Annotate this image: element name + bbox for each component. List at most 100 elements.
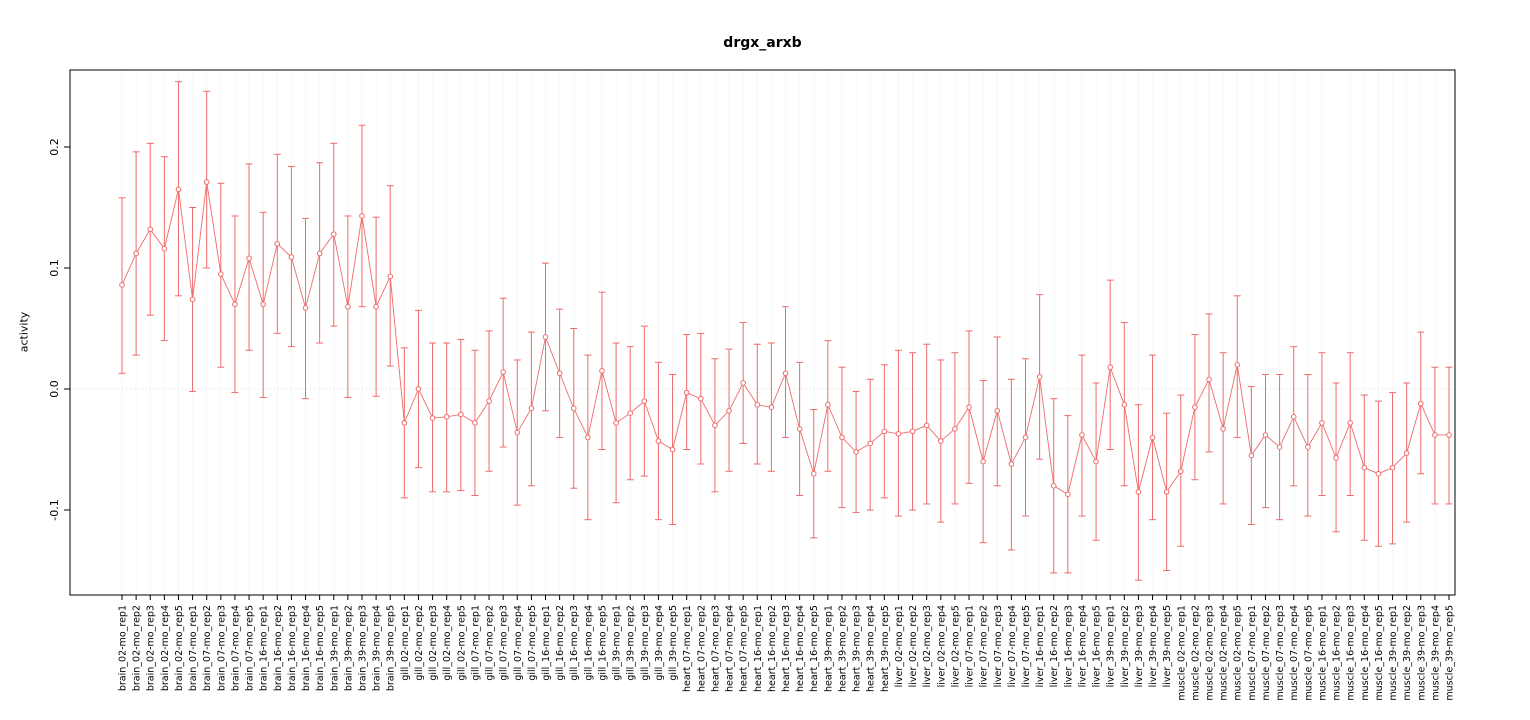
x-tick-label: muscle_39-mo_rep5 (1445, 605, 1456, 701)
data-point (726, 407, 732, 414)
x-tick-label: muscle_02-mo_rep3 (1205, 605, 1216, 701)
data-point (1347, 420, 1353, 426)
x-tick-label: brain_16-mo_rep1 (259, 605, 270, 691)
data-point (175, 186, 182, 193)
x-tick-label: brain_16-mo_rep5 (315, 605, 326, 691)
x-tick-label: heart_16-mo_rep3 (781, 605, 792, 692)
data-point (458, 411, 464, 418)
x-tick-label: brain_07-mo_rep2 (202, 605, 213, 691)
x-tick-label: gill_39-mo_rep2 (626, 605, 637, 681)
x-tick-label: heart_39-mo_rep1 (823, 605, 834, 692)
data-point (1432, 432, 1438, 438)
x-tick-label: muscle_07-mo_rep1 (1247, 605, 1258, 701)
x-tick-label: muscle_07-mo_rep5 (1303, 605, 1314, 701)
data-point (740, 380, 746, 386)
data-point (782, 370, 789, 377)
data-point (599, 368, 605, 374)
x-tick-label: brain_07-mo_rep1 (188, 605, 199, 691)
x-tick-label: gill_02-mo_rep2 (414, 605, 425, 681)
x-tick-label: liver_02-mo_rep5 (950, 605, 961, 687)
x-tick-label: gill_07-mo_rep3 (499, 605, 510, 681)
data-point (1022, 434, 1029, 441)
data-point (189, 296, 196, 303)
x-tick-label: muscle_39-mo_rep1 (1388, 605, 1399, 701)
x-tick-label: liver_07-mo_rep2 (979, 605, 990, 687)
data-point (1036, 374, 1043, 380)
y-tick-label: 0.1 (48, 259, 61, 277)
data-point (260, 301, 266, 308)
data-point (1319, 420, 1325, 426)
data-point (881, 428, 888, 435)
data-point (443, 414, 450, 420)
x-tick-label: heart_39-mo_rep5 (880, 605, 891, 692)
data-point (133, 250, 139, 257)
data-point (952, 426, 958, 432)
data-point (218, 271, 224, 277)
data-point (1305, 444, 1311, 450)
y-tick-label: 0.0 (48, 380, 61, 398)
x-tick-label: muscle_02-mo_rep5 (1233, 605, 1244, 701)
x-tick-label: heart_39-mo_rep4 (866, 605, 877, 692)
data-point (1220, 426, 1226, 432)
data-point (514, 429, 521, 436)
data-point (1135, 489, 1142, 495)
data-point (641, 398, 648, 404)
data-point (1192, 404, 1198, 410)
x-tick-label: gill_16-mo_rep4 (583, 605, 594, 681)
data-point (1290, 414, 1297, 420)
data-point (387, 273, 394, 280)
x-tick-label: gill_07-mo_rep1 (470, 605, 481, 681)
data-point (1206, 376, 1212, 383)
data-point (556, 370, 563, 377)
data-point (1333, 455, 1339, 461)
data-point (796, 426, 803, 432)
data-point (937, 438, 944, 444)
x-tick-label: muscle_02-mo_rep1 (1176, 605, 1187, 701)
data-point (1163, 489, 1170, 495)
y-tick-label: 0.2 (48, 138, 61, 156)
x-tick-label: liver_39-mo_rep5 (1162, 605, 1173, 687)
x-tick-label: gill_02-mo_rep3 (428, 605, 439, 681)
x-tick-label: muscle_16-mo_rep4 (1360, 605, 1371, 701)
x-tick-label: gill_07-mo_rep2 (485, 605, 496, 681)
chart-title: drgx_arxb (723, 35, 802, 51)
x-tick-label: gill_16-mo_rep3 (569, 605, 580, 681)
data-point (288, 254, 295, 260)
x-tick-label: gill_16-mo_rep1 (541, 605, 552, 681)
x-tick-label: liver_16-mo_rep1 (1035, 605, 1046, 687)
data-point (1079, 432, 1085, 438)
data-point (1050, 483, 1057, 489)
data-point (1375, 470, 1382, 477)
data-point (1177, 468, 1184, 475)
x-tick-label: brain_02-mo_rep4 (160, 605, 171, 691)
data-point (161, 245, 168, 252)
x-tick-label: gill_39-mo_rep5 (668, 605, 679, 681)
data-point (810, 470, 817, 477)
data-point (825, 401, 831, 408)
x-tick-label: muscle_16-mo_rep5 (1374, 605, 1385, 701)
x-tick-label: liver_39-mo_rep4 (1148, 605, 1159, 687)
x-tick-label: brain_02-mo_rep1 (118, 605, 129, 691)
data-point (839, 434, 845, 441)
x-tick-label: muscle_39-mo_rep3 (1416, 605, 1427, 701)
data-point (1121, 401, 1128, 408)
x-tick-label: gill_39-mo_rep3 (640, 605, 651, 681)
x-tick-label: brain_39-mo_rep3 (357, 605, 368, 691)
data-point (655, 438, 662, 444)
x-tick-label: muscle_07-mo_rep2 (1261, 605, 1272, 701)
x-tick-label: brain_39-mo_rep1 (329, 605, 340, 691)
x-tick-label: liver_16-mo_rep2 (1049, 605, 1060, 687)
data-point (923, 422, 930, 429)
data-point (994, 407, 1001, 414)
data-point (302, 305, 309, 311)
data-point (330, 231, 337, 237)
data-point (1008, 461, 1015, 467)
data-point (472, 420, 478, 426)
x-tick-label: liver_02-mo_rep3 (922, 605, 933, 687)
data-point (486, 398, 492, 404)
x-tick-label: heart_16-mo_rep5 (809, 605, 820, 692)
x-tick-label: brain_02-mo_rep2 (132, 605, 143, 691)
data-point (1403, 450, 1410, 456)
x-tick-label: gill_16-mo_rep2 (555, 605, 566, 681)
